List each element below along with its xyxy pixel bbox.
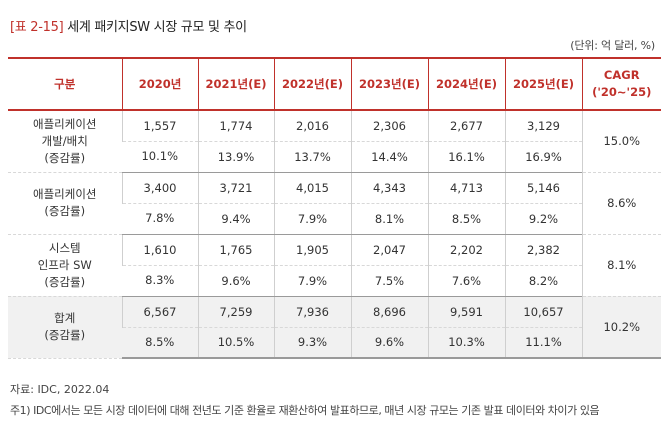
value-cell: 5,146 bbox=[504, 172, 582, 204]
growth-cell: 8.3% bbox=[122, 265, 198, 297]
value-cell: 9,591 bbox=[427, 296, 505, 328]
growth-cell: 8.2% bbox=[504, 265, 582, 297]
growth-cell: 14.4% bbox=[350, 141, 428, 173]
row-label-line: 개발/배치 bbox=[41, 133, 88, 148]
growth-cell: 7.9% bbox=[273, 203, 351, 235]
row-label-line: (증감률) bbox=[44, 328, 86, 342]
value-cell: 3,400 bbox=[121, 172, 198, 204]
value-cell: 10,657 bbox=[504, 296, 582, 328]
row-label-total: 합계 (증감률) bbox=[8, 296, 122, 359]
growth-cell: 9.6% bbox=[350, 327, 428, 359]
row-label-system-infra: 시스템 인프라 SW (증감률) bbox=[8, 234, 122, 297]
row-label-line: (증감률) bbox=[44, 204, 86, 218]
market-size-table: 구분 2020년 2021년(E) 2022년(E) 2023년(E) 2024… bbox=[8, 57, 661, 359]
value-cell: 7,259 bbox=[197, 296, 274, 328]
growth-cell: 7.9% bbox=[273, 265, 351, 297]
table-title: [표 2-15] 세계 패키지SW 시장 규모 및 추이 bbox=[10, 16, 247, 35]
value-cell: 2,016 bbox=[273, 110, 351, 142]
growth-cell: 16.1% bbox=[427, 141, 505, 173]
value-cell: 2,306 bbox=[350, 110, 428, 142]
row-label-application: 애플리케이션 (증감률) bbox=[8, 172, 122, 235]
growth-cell: 8.5% bbox=[427, 203, 505, 235]
growth-cell: 8.1% bbox=[350, 203, 428, 235]
header-year-2024: 2024년(E) bbox=[427, 57, 505, 111]
row-label-line: 애플리케이션 bbox=[33, 116, 97, 131]
table-row: 10.1% 13.9% 13.7% 14.4% 16.1% 16.9% bbox=[8, 141, 661, 173]
header-cagr-period: ('20~'25) bbox=[592, 85, 652, 99]
growth-cell: 9.6% bbox=[197, 265, 274, 297]
growth-cell: 10.1% bbox=[122, 141, 198, 173]
growth-cell: 9.3% bbox=[273, 327, 351, 359]
value-cell: 4,343 bbox=[350, 172, 428, 204]
row-label-app-dev: 애플리케이션 개발/배치 (증감률) bbox=[8, 110, 122, 173]
unit-label: (단위: 억 달러, %) bbox=[570, 39, 655, 52]
table-row: 시스템 인프라 SW (증감률) 1,610 1,765 1,905 2,047… bbox=[8, 234, 661, 297]
header-year-2021: 2021년(E) bbox=[197, 57, 274, 111]
value-cell: 1,774 bbox=[197, 110, 274, 142]
value-cell: 6,567 bbox=[121, 296, 198, 328]
value-cell: 1,765 bbox=[197, 234, 274, 266]
value-cell: 4,015 bbox=[273, 172, 351, 204]
header-row: 구분 2020년 2021년(E) 2022년(E) 2023년(E) 2024… bbox=[8, 57, 661, 111]
row-label-line: 애플리케이션 bbox=[33, 187, 97, 201]
cagr-cell: 10.2% bbox=[581, 296, 661, 359]
cagr-cell: 15.0% bbox=[581, 110, 661, 173]
growth-cell: 11.1% bbox=[504, 327, 582, 359]
row-label-line: 시스템 bbox=[48, 240, 81, 255]
table-row: 8.3% 9.6% 7.9% 7.5% 7.6% 8.2% bbox=[8, 265, 661, 297]
growth-cell: 9.4% bbox=[197, 203, 274, 235]
cagr-cell: 8.6% bbox=[581, 172, 661, 235]
growth-cell: 10.5% bbox=[197, 327, 274, 359]
row-label-line: (증감률) bbox=[44, 150, 86, 165]
total-growth-row: 8.5% 10.5% 9.3% 9.6% 10.3% 11.1% bbox=[8, 327, 661, 359]
header-year-2020: 2020년 bbox=[121, 57, 198, 111]
growth-cell: 13.9% bbox=[197, 141, 274, 173]
growth-cell: 9.2% bbox=[504, 203, 582, 235]
value-cell: 3,721 bbox=[197, 172, 274, 204]
header-cagr-label: CAGR bbox=[603, 68, 640, 82]
row-label-line: 인프라 SW bbox=[37, 257, 92, 272]
growth-cell: 7.8% bbox=[122, 203, 198, 235]
value-cell: 2,677 bbox=[427, 110, 505, 142]
value-cell: 2,202 bbox=[427, 234, 505, 266]
row-label-line: (증감률) bbox=[44, 274, 86, 289]
growth-cell: 10.3% bbox=[427, 327, 505, 359]
value-cell: 2,382 bbox=[504, 234, 582, 266]
growth-cell: 8.5% bbox=[122, 327, 198, 359]
table-title-text: 세계 패키지SW 시장 규모 및 추이 bbox=[67, 20, 247, 35]
table-number: [표 2-15] bbox=[10, 20, 64, 35]
table-row: 애플리케이션 개발/배치 (증감률) 1,557 1,774 2,016 2,3… bbox=[8, 110, 661, 173]
value-cell: 1,610 bbox=[121, 234, 198, 266]
growth-cell: 7.5% bbox=[350, 265, 428, 297]
growth-cell: 16.9% bbox=[504, 141, 582, 173]
header-year-2022: 2022년(E) bbox=[273, 57, 351, 111]
footnote: 주1) IDC에서는 모든 시장 데이터에 대해 전년도 기준 환율로 재환산하… bbox=[10, 404, 600, 417]
header-year-2025: 2025년(E) bbox=[504, 57, 582, 111]
value-cell: 1,557 bbox=[121, 110, 198, 142]
value-cell: 1,905 bbox=[273, 234, 351, 266]
value-cell: 3,129 bbox=[504, 110, 582, 142]
header-year-2023: 2023년(E) bbox=[350, 57, 428, 111]
table-row: 애플리케이션 (증감률) 3,400 3,721 4,015 4,343 4,7… bbox=[8, 172, 661, 235]
cagr-cell: 8.1% bbox=[581, 234, 661, 297]
growth-cell: 13.7% bbox=[273, 141, 351, 173]
growth-cell: 7.6% bbox=[427, 265, 505, 297]
header-category: 구분 bbox=[8, 57, 122, 111]
value-cell: 2,047 bbox=[350, 234, 428, 266]
total-row: 합계 (증감률) 6,567 7,259 7,936 8,696 9,591 1… bbox=[8, 296, 661, 359]
header-cagr: CAGR ('20~'25) bbox=[581, 57, 661, 111]
value-cell: 8,696 bbox=[350, 296, 428, 328]
value-cell: 4,713 bbox=[427, 172, 505, 204]
source-note: 자료: IDC, 2022.04 bbox=[10, 383, 110, 396]
row-label-line: 합계 bbox=[54, 311, 76, 325]
value-cell: 7,936 bbox=[273, 296, 351, 328]
table-row: 7.8% 9.4% 7.9% 8.1% 8.5% 9.2% bbox=[8, 203, 661, 235]
